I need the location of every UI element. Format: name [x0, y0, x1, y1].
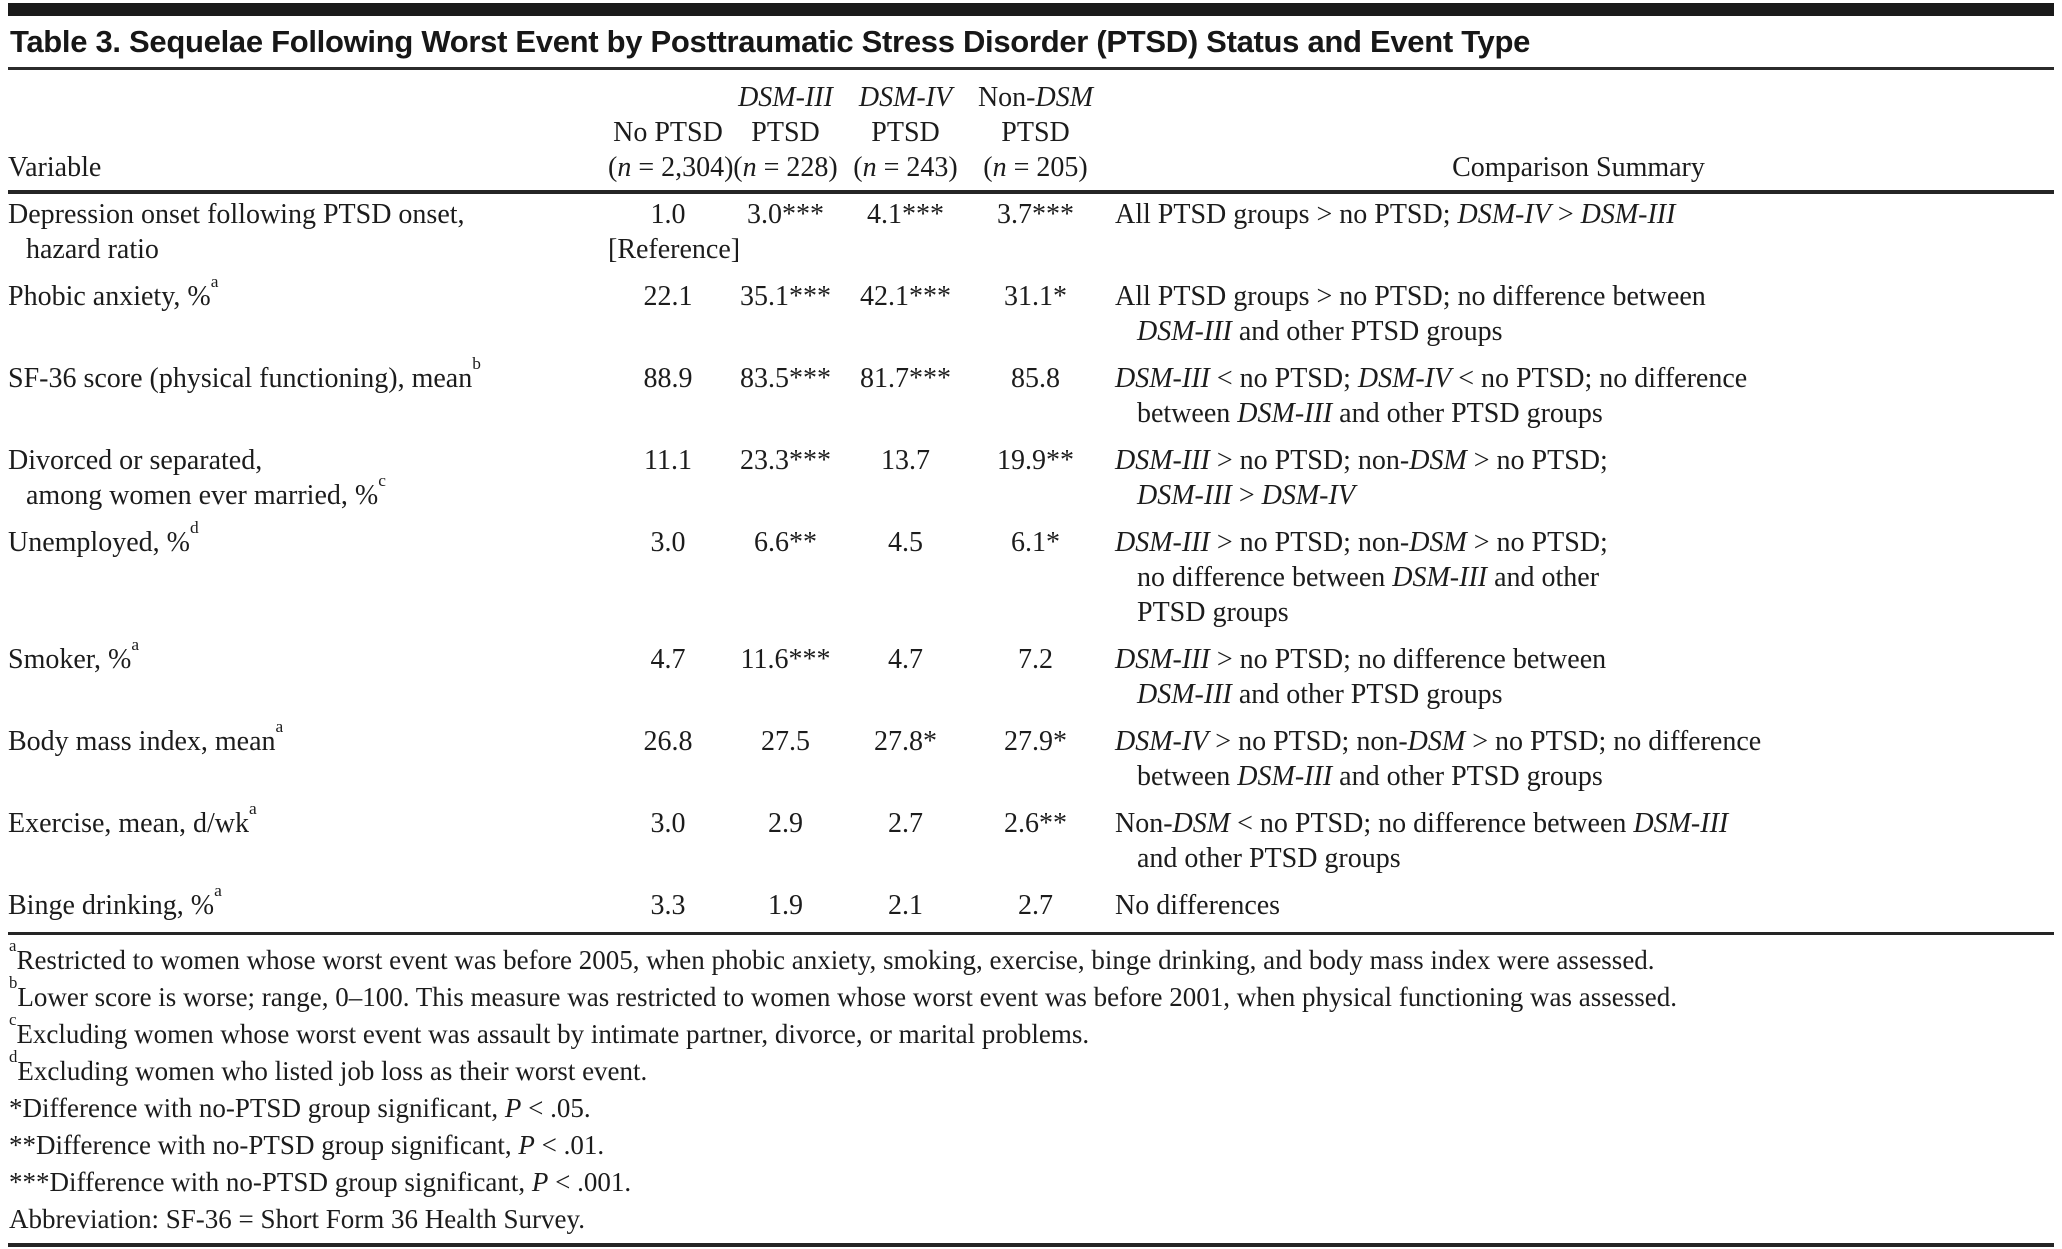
- cell-no-ptsd: 88.9: [643, 363, 693, 394]
- cell-comparison-summary: DSM-IV > no PTSD; non-DSM > no PTSD; no …: [1115, 726, 1762, 792]
- cell-no-ptsd: 3.0: [650, 808, 686, 839]
- cell-nondsm-ptsd: 31.1*: [1004, 281, 1067, 312]
- table-row-exercise: Exercise, mean, d/wka 3.0 2.9 2.7 2.6** …: [8, 798, 2054, 885]
- column-header-nondsm-ptsd: Non-DSM PTSD (n = 205): [968, 70, 1103, 194]
- footnotes-section: aRestricted to women whose worst event w…: [8, 935, 2054, 1247]
- table-row-phobic-anxiety: Phobic anxiety, %a 22.1 35.1*** 42.1*** …: [8, 271, 2054, 358]
- cell-comparison-summary: DSM-III < no PTSD; DSM-IV < no PTSD; no …: [1115, 363, 1748, 429]
- cell-no-ptsd: 1.0 [Reference]: [608, 199, 741, 265]
- cell-no-ptsd: 3.0: [650, 527, 686, 558]
- cell-dsm3-ptsd: 83.5***: [740, 363, 831, 394]
- cell-comparison-summary: DSM-III > no PTSD; no difference between…: [1115, 644, 1607, 710]
- cell-dsm4-ptsd: 4.7: [888, 644, 923, 675]
- row-label: Depression onset following PTSD onset, ha…: [8, 199, 465, 265]
- cell-nondsm-ptsd: 2.7: [968, 885, 1103, 935]
- table-row-binge-drinking: Binge drinking, %a 3.3 1.9 2.1 2.7 No di…: [8, 882, 2054, 935]
- footnote-double-star: **Difference with no-PTSD group signific…: [9, 1130, 605, 1160]
- top-rule-bar: [8, 3, 2054, 16]
- row-label: SF-36 score (physical functioning), mean…: [8, 353, 481, 394]
- cell-comparison-summary: DSM-III > no PTSD; non-DSM > no PTSD; no …: [1115, 527, 1608, 628]
- footnote-c: cExcluding women whose worst event was a…: [9, 1010, 1090, 1049]
- cell-no-ptsd: 4.7: [650, 644, 686, 675]
- cell-dsm4-ptsd: 4.5: [888, 527, 923, 558]
- cell-comparison-summary: All PTSD groups > no PTSD; no difference…: [1115, 281, 1706, 347]
- cell-nondsm-ptsd: 27.9*: [1004, 726, 1067, 757]
- cell-dsm4-ptsd: 81.7***: [860, 363, 951, 394]
- cell-comparison-summary: Non-DSM < no PTSD; no difference between…: [1115, 808, 1729, 874]
- table-row-smoker: Smoker, %a 4.7 11.6*** 4.7 7.2 DSM-III >…: [8, 634, 2054, 721]
- row-label: Body mass index, meana: [8, 716, 284, 757]
- cell-nondsm-ptsd: 19.9**: [997, 445, 1074, 476]
- cell-dsm4-ptsd: 13.7: [881, 445, 930, 476]
- table-row-depression-onset: Depression onset following PTSD onset, ha…: [8, 192, 2054, 276]
- footnote-a: aRestricted to women whose worst event w…: [9, 936, 1655, 975]
- cell-nondsm-ptsd: 2.6**: [1004, 808, 1067, 839]
- cell-dsm3-ptsd: 1.9: [728, 885, 843, 935]
- cell-nondsm-ptsd: 3.7***: [997, 199, 1074, 230]
- cell-no-ptsd: 3.3: [608, 885, 728, 935]
- cell-nondsm-ptsd: 6.1*: [1011, 527, 1060, 558]
- cell-no-ptsd: 11.1: [644, 445, 692, 476]
- cell-dsm3-ptsd: 2.9: [768, 808, 803, 839]
- cell-dsm3-ptsd: 35.1***: [740, 281, 831, 312]
- row-label: Binge drinking, %a: [8, 882, 608, 935]
- footnote-d: dExcluding women who listed job loss as …: [9, 1047, 648, 1086]
- row-label: Phobic anxiety, %a: [8, 271, 219, 312]
- column-header-comparison-summary: Comparison Summary: [1103, 70, 2054, 194]
- cell-dsm3-ptsd: 27.5: [761, 726, 810, 757]
- table-row-body-mass-index: Body mass index, meana 26.8 27.5 27.8* 2…: [8, 716, 2054, 803]
- cell-no-ptsd: 26.8: [643, 726, 693, 757]
- table-page: Table 3. Sequelae Following Worst Event …: [0, 3, 2062, 1247]
- row-label: Exercise, mean, d/wka: [8, 798, 257, 839]
- column-header-dsm4-ptsd: DSM-IV PTSD (n = 243): [843, 70, 968, 194]
- cell-nondsm-ptsd: 85.8: [1011, 363, 1060, 394]
- column-header-variable: Variable: [8, 70, 608, 194]
- cell-dsm4-ptsd: 2.7: [888, 808, 923, 839]
- table-title: Table 3. Sequelae Following Worst Event …: [8, 16, 2054, 70]
- cell-dsm4-ptsd: 2.1: [843, 885, 968, 935]
- cell-no-ptsd: 22.1: [643, 281, 693, 312]
- footnote-abbreviation: Abbreviation: SF-36 = Short Form 36 Heal…: [9, 1204, 585, 1234]
- cell-dsm3-ptsd: 6.6**: [754, 527, 817, 558]
- cell-comparison-summary: No differences: [1103, 885, 2054, 935]
- footnote-triple-star: ***Difference with no-PTSD group signifi…: [9, 1167, 632, 1197]
- cell-dsm4-ptsd: 27.8*: [874, 726, 937, 757]
- cell-dsm3-ptsd: 23.3***: [740, 445, 831, 476]
- column-header-dsm3-ptsd: DSM-III PTSD (n = 228): [728, 70, 843, 194]
- cell-dsm3-ptsd: 11.6***: [740, 644, 831, 675]
- row-label: Smoker, %a: [8, 634, 140, 675]
- cell-comparison-summary: All PTSD groups > no PTSD; DSM-IV > DSM-…: [1115, 199, 1676, 230]
- footnote-b: bLower score is worse; range, 0–100. Thi…: [9, 973, 1677, 1012]
- cell-dsm3-ptsd: 3.0***: [747, 199, 824, 230]
- row-label: Divorced or separated, among women ever m…: [8, 445, 386, 511]
- cell-nondsm-ptsd: 7.2: [1018, 644, 1053, 675]
- table-row-divorced-separated: Divorced or separated, among women ever m…: [8, 440, 2054, 522]
- row-label: Unemployed, %d: [8, 517, 199, 558]
- table-row-unemployed: Unemployed, %d 3.0 6.6** 4.5 6.1* DSM-II…: [8, 517, 2054, 639]
- cell-dsm4-ptsd: 42.1***: [860, 281, 951, 312]
- footnote-star: *Difference with no-PTSD group significa…: [9, 1093, 591, 1123]
- table-row-sf36-score: SF-36 score (physical functioning), mean…: [8, 353, 2054, 440]
- cell-comparison-summary: DSM-III > no PTSD; non-DSM > no PTSD; DSM…: [1115, 445, 1608, 511]
- cell-dsm4-ptsd: 4.1***: [867, 199, 944, 230]
- data-table: Variable No PTSD (n = 2,304) DSM-III PTSD(…: [8, 70, 2054, 935]
- column-header-no-ptsd: No PTSD (n = 2,304): [608, 70, 733, 194]
- table-header-row: Variable No PTSD (n = 2,304) DSM-III PTSD(…: [8, 70, 2054, 194]
